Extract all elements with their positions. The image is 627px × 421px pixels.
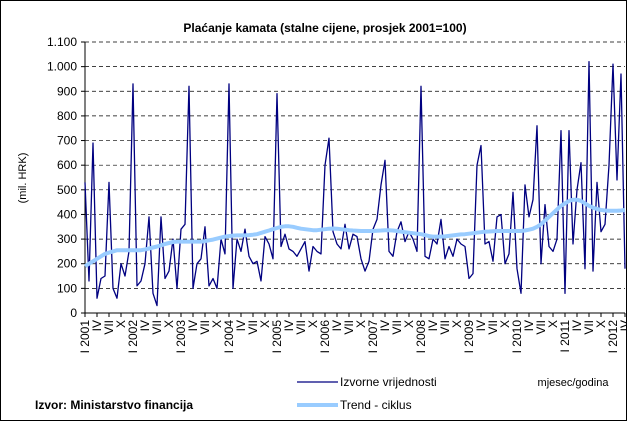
x-tick-label: X bbox=[210, 320, 224, 328]
x-tick-label: I 2012 bbox=[606, 320, 620, 354]
x-tick-label: X bbox=[546, 320, 560, 328]
x-tick-label: IV bbox=[522, 320, 536, 331]
x-tick-label: IV bbox=[330, 320, 344, 331]
x-tick-label: X bbox=[498, 320, 512, 328]
x-tick-label: I 2011 bbox=[558, 320, 572, 353]
x-tick-label: I 2002 bbox=[126, 320, 140, 354]
x-tick-label: VII bbox=[534, 320, 548, 335]
x-tick-label: VII bbox=[294, 320, 308, 335]
x-tick-label: IV bbox=[138, 320, 152, 331]
x-tick-label: IV bbox=[234, 320, 248, 331]
x-tick-label: IV bbox=[618, 320, 627, 331]
y-tick-label: 900 bbox=[57, 84, 77, 98]
y-tick-label: 600 bbox=[57, 158, 77, 172]
x-tick-label: VII bbox=[198, 320, 212, 335]
y-axis-label: (mil. HRK) bbox=[17, 153, 29, 204]
y-tick-label: 0 bbox=[70, 306, 77, 320]
x-tick-label: I 2010 bbox=[510, 320, 524, 354]
y-tick-label: 400 bbox=[57, 207, 77, 221]
y-tick-label: 500 bbox=[57, 183, 77, 197]
x-tick-label: X bbox=[354, 320, 368, 328]
x-axis-label: mjesec/godina bbox=[538, 377, 610, 389]
x-tick-label: X bbox=[402, 320, 416, 328]
x-tick-label: VII bbox=[390, 320, 404, 335]
x-tick-label: X bbox=[258, 320, 272, 328]
legend-label: Trend - ciklus bbox=[340, 398, 412, 412]
x-tick-label: IV bbox=[186, 320, 200, 331]
x-tick-label: X bbox=[114, 320, 128, 328]
x-tick-label: I 2009 bbox=[462, 320, 476, 354]
y-tick-label: 700 bbox=[57, 134, 77, 148]
x-tick-label: I 2007 bbox=[366, 320, 380, 354]
x-tick-label: IV bbox=[474, 320, 488, 331]
series-line bbox=[83, 197, 626, 268]
legend-label: Izvorne vrijednosti bbox=[340, 375, 437, 389]
series-line bbox=[84, 61, 626, 307]
x-tick-label: X bbox=[450, 320, 464, 328]
y-tick-label: 300 bbox=[57, 232, 77, 246]
x-tick-label: X bbox=[162, 320, 176, 328]
x-tick-label: X bbox=[306, 320, 320, 328]
x-tick-label: IV bbox=[90, 320, 104, 331]
x-tick-label: X bbox=[594, 320, 608, 328]
x-tick-label: I 2001 bbox=[78, 320, 92, 354]
x-tick-label: I 2003 bbox=[174, 320, 188, 354]
x-tick-label: IV bbox=[378, 320, 392, 331]
x-tick-label: IV bbox=[282, 320, 296, 331]
source: Izvor: Ministarstvo financija bbox=[35, 398, 193, 412]
x-tick-label: VII bbox=[486, 320, 500, 335]
y-tick-label: 800 bbox=[57, 109, 77, 123]
y-tick-label: 200 bbox=[57, 257, 77, 271]
y-tick-label: 1.000 bbox=[47, 60, 77, 74]
x-tick-label: VII bbox=[102, 320, 116, 335]
x-tick-label: VII bbox=[582, 320, 596, 335]
x-tick-label: I 2008 bbox=[414, 320, 428, 354]
x-tick-label: IV bbox=[426, 320, 440, 331]
x-tick-label: VII bbox=[246, 320, 260, 335]
x-tick-label: I 2004 bbox=[222, 320, 236, 354]
chart-title: Plaćanje kamata (stalne cijene, prosjek … bbox=[183, 21, 466, 35]
y-tick-label: 100 bbox=[57, 281, 77, 295]
x-tick-label: VII bbox=[150, 320, 164, 335]
x-tick-label: IV bbox=[570, 320, 584, 331]
x-tick-label: I 2006 bbox=[318, 320, 332, 354]
x-tick-label: I 2005 bbox=[270, 320, 284, 354]
x-tick-label: VII bbox=[438, 320, 452, 335]
x-tick-label: VII bbox=[342, 320, 356, 335]
y-tick-label: 1.100 bbox=[47, 35, 77, 49]
